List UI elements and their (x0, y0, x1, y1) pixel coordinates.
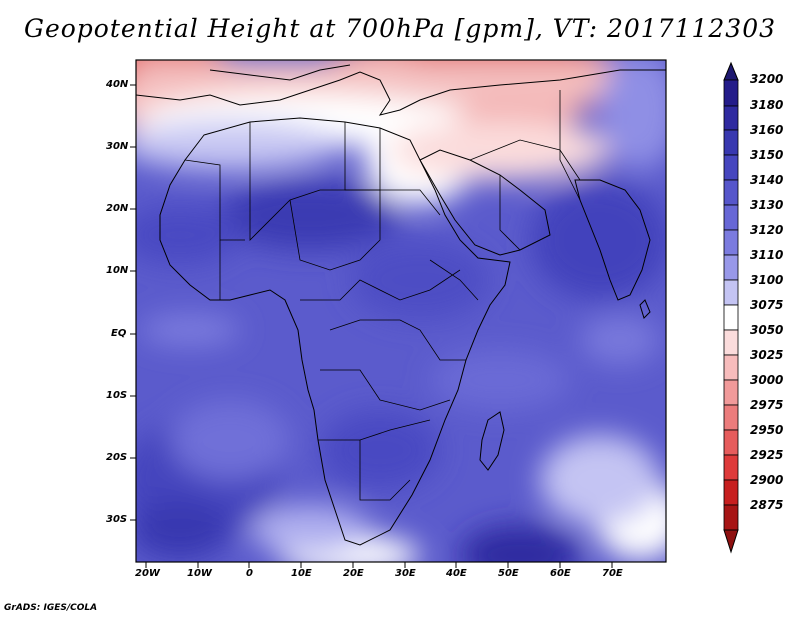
grads-credit: GrADS: IGES/COLA (4, 603, 98, 613)
colorbar-label: 3150 (750, 148, 784, 162)
lat-label-30s: 30S (106, 514, 128, 525)
colorbar-bottom-arrow (723, 529, 739, 554)
lat-label-10s: 10S (106, 390, 128, 401)
map-title: Geopotential Height at 700hPa [gpm], VT:… (23, 14, 777, 43)
lon-label-30e: 30E (395, 568, 416, 579)
colorbar-label: 3200 (750, 72, 784, 86)
colorbar-label: 3130 (750, 198, 784, 212)
lon-label-20e: 20E (343, 568, 364, 579)
colorbar-label: 2975 (750, 398, 784, 412)
lon-label-40e: 40E (446, 568, 467, 579)
colorbar (723, 61, 739, 554)
country-borders (184, 90, 581, 501)
lon-label-10e: 10E (291, 568, 312, 579)
colorbar-label: 3110 (750, 248, 784, 262)
colorbar-label: 2925 (750, 448, 784, 462)
colorbar-label: 3120 (750, 223, 784, 237)
colorbar-label: 3075 (750, 298, 784, 312)
colorbar-label: 3140 (750, 173, 784, 187)
lon-label-0: 0 (246, 568, 253, 579)
lon-label-70e: 70E (602, 568, 623, 579)
lon-label-20w: 20W (135, 568, 160, 579)
lat-label-30n: 30N (106, 141, 129, 152)
plot-frame (135, 59, 667, 563)
colorbar-label: 3050 (750, 323, 784, 337)
colorbar-label: 2900 (750, 473, 784, 487)
colorbar-label: 3180 (750, 98, 784, 112)
colorbar-label: 2950 (750, 423, 784, 437)
colorbar-label: 3100 (750, 273, 784, 287)
colorbar-label: 2875 (750, 498, 784, 512)
lat-label-eq: EQ (111, 328, 127, 339)
colorbar-top-arrow (723, 61, 739, 81)
lat-label-20s: 20S (106, 452, 128, 463)
colorbar-label: 3160 (750, 123, 784, 137)
lat-label-20n: 20N (106, 203, 129, 214)
lat-label-10n: 10N (106, 265, 129, 276)
axis-ticks (130, 84, 613, 568)
colorbar-label: 3025 (750, 348, 784, 362)
lon-label-10w: 10W (187, 568, 212, 579)
lat-label-40n: 40N (106, 79, 129, 90)
height-field (136, 60, 666, 562)
coastlines (136, 64, 666, 546)
lon-label-60e: 60E (550, 568, 571, 579)
colorbar-label: 3000 (750, 373, 784, 387)
lon-label-50e: 50E (498, 568, 519, 579)
